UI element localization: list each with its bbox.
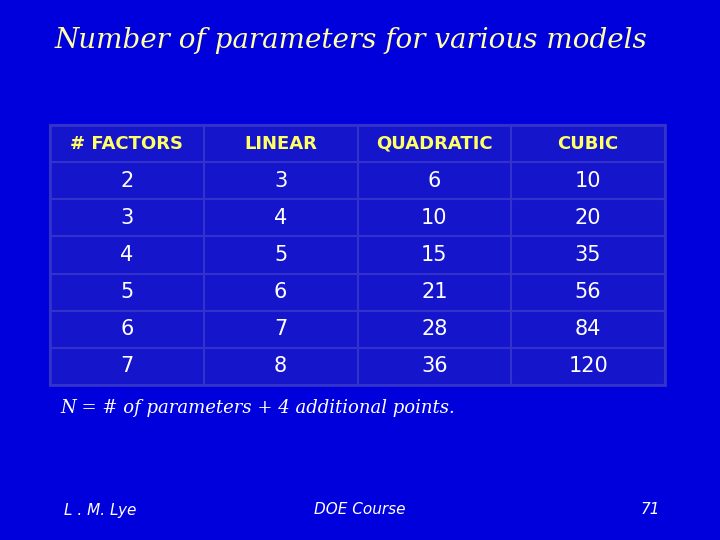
Text: 5: 5 — [274, 245, 287, 265]
Text: Number of parameters for various models: Number of parameters for various models — [55, 26, 648, 53]
Text: 6: 6 — [274, 282, 287, 302]
Text: DOE Course: DOE Course — [314, 503, 406, 517]
Text: L . M. Lye: L . M. Lye — [64, 503, 136, 517]
Text: # FACTORS: # FACTORS — [71, 134, 184, 153]
Text: 7: 7 — [274, 319, 287, 339]
Text: 71: 71 — [640, 503, 660, 517]
Text: 10: 10 — [421, 208, 448, 228]
Text: 3: 3 — [274, 171, 287, 191]
Bar — [50, 125, 665, 385]
Text: 56: 56 — [575, 282, 601, 302]
Text: 28: 28 — [421, 319, 448, 339]
Text: N = # of parameters + 4 additional points.: N = # of parameters + 4 additional point… — [60, 399, 455, 417]
Text: CUBIC: CUBIC — [557, 134, 618, 153]
Text: 120: 120 — [568, 356, 608, 376]
Text: 4: 4 — [274, 208, 287, 228]
Text: 2: 2 — [120, 171, 133, 191]
Text: 6: 6 — [428, 171, 441, 191]
Text: 6: 6 — [120, 319, 134, 339]
Text: 8: 8 — [274, 356, 287, 376]
Text: 3: 3 — [120, 208, 133, 228]
Text: 84: 84 — [575, 319, 601, 339]
Text: 35: 35 — [575, 245, 601, 265]
Text: QUADRATIC: QUADRATIC — [376, 134, 492, 153]
Text: 15: 15 — [421, 245, 448, 265]
Text: 4: 4 — [120, 245, 133, 265]
Text: 5: 5 — [120, 282, 133, 302]
Text: 10: 10 — [575, 171, 601, 191]
Text: 20: 20 — [575, 208, 601, 228]
Text: 36: 36 — [421, 356, 448, 376]
Text: LINEAR: LINEAR — [244, 134, 317, 153]
Text: 21: 21 — [421, 282, 448, 302]
Text: 7: 7 — [120, 356, 133, 376]
